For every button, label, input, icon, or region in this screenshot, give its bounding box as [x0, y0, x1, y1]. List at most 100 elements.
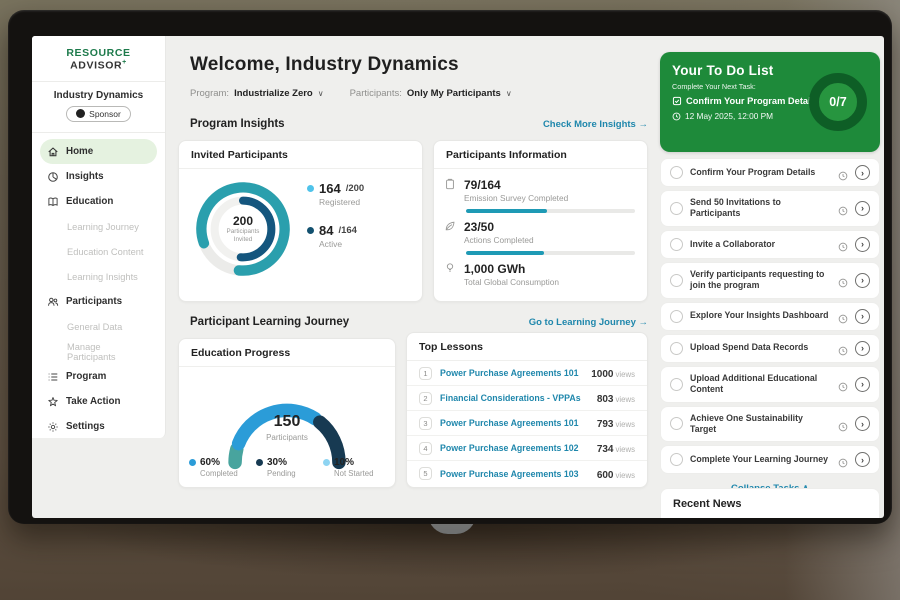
legend-item-pending: 30% Pending: [256, 457, 322, 478]
program-icon: [47, 371, 59, 383]
clock-icon: [838, 275, 848, 288]
sidebar-item-general-data[interactable]: General Data: [40, 314, 157, 339]
chevron-down-icon: ∨: [505, 89, 512, 98]
card-title: Invited Participants: [179, 141, 422, 169]
gauge-center-label: 150 Participants: [266, 413, 308, 442]
invited-participants-donut-chart: 200 Participants Invited: [191, 177, 295, 281]
task-open-button[interactable]: ›: [855, 452, 870, 468]
task-checkbox[interactable]: [670, 201, 683, 215]
task-label: Send 50 Invitations to Participants: [690, 197, 781, 219]
page-title: Welcome, Industry Dynamics: [190, 54, 459, 75]
sidebar-item-label: Learning Journey: [67, 221, 139, 232]
sidebar-item-label: General Data: [67, 321, 123, 332]
legend-item-active: 84/164 Active: [307, 223, 364, 249]
monitor-bezel: RESOURCE ADVISOR+ Industry Dynamics Spon…: [8, 10, 892, 524]
todo-title: Your To Do List: [672, 63, 774, 78]
brand-plus: +: [122, 59, 127, 66]
lesson-row: 1 Power Purchase Agreements 101 1000 view…: [407, 361, 647, 386]
sidebar-item-label: Education: [66, 196, 114, 207]
rank-badge: 2: [419, 391, 432, 405]
task-row: Confirm Your Program Details ›: [660, 158, 880, 187]
sidebar-item-education[interactable]: Education: [40, 189, 157, 214]
sidebar-item-take-action[interactable]: Take Action: [40, 389, 157, 414]
participants-information-card: Participants Information 79/164 Emission …: [433, 140, 648, 302]
go-to-learning-journey-link[interactable]: Go to Learning Journey →: [528, 316, 648, 328]
lesson-link[interactable]: Power Purchase Agreements 101: [440, 418, 579, 428]
rank-badge: 5: [419, 467, 432, 480]
clock-icon: [838, 343, 848, 356]
participants-filter-dropdown[interactable]: Participants: Only My Participants ∨: [350, 88, 512, 99]
task-checkbox[interactable]: [670, 341, 683, 355]
sidebar-item-learning-journey[interactable]: Learning Journey: [40, 214, 157, 239]
task-open-button[interactable]: ›: [855, 272, 870, 288]
task-row: Achieve One Sustainability Target ›: [660, 405, 880, 443]
sidebar: RESOURCE ADVISOR+ Industry Dynamics Spon…: [32, 36, 166, 438]
filter-label: Program:: [190, 88, 230, 99]
task-checkbox[interactable]: [670, 309, 683, 323]
lesson-link[interactable]: Financial Considerations - VPPAs: [440, 393, 581, 403]
invited-participants-card: Invited Participants 200 Participants Inv…: [178, 140, 423, 302]
rank-badge: 4: [419, 441, 432, 455]
sidebar-item-learning-insights[interactable]: Learning Insights: [40, 264, 157, 289]
legend-dot: [189, 459, 196, 466]
clock-icon: [838, 455, 848, 468]
task-checkbox[interactable]: [670, 453, 683, 467]
lesson-row: 4 Power Purchase Agreements 102 734 views: [407, 436, 647, 461]
task-label: Upload Spend Data Records: [690, 342, 809, 353]
task-open-button[interactable]: ›: [855, 200, 870, 216]
task-row: Verify participants requesting to join t…: [660, 261, 880, 299]
card-title: Top Lessons: [407, 333, 647, 361]
sidebar-item-participants[interactable]: Participants: [40, 289, 157, 314]
task-open-button[interactable]: ›: [855, 340, 870, 356]
bulb-icon: [444, 262, 456, 274]
task-checkbox[interactable]: [670, 273, 683, 287]
sidebar-item-education-content[interactable]: Education Content: [40, 239, 157, 264]
recent-news-title: Recent News: [673, 498, 742, 510]
sidebar-item-label: Insights: [66, 171, 104, 182]
sidebar-item-home[interactable]: Home: [40, 139, 157, 164]
legend-dot: [307, 185, 314, 192]
legend-dot: [307, 227, 314, 234]
sidebar-item-manage-participants[interactable]: Manage Participants: [40, 339, 157, 364]
task-checkbox[interactable]: [670, 237, 683, 251]
check-more-insights-link[interactable]: Check More Insights →: [542, 118, 648, 130]
chevron-down-icon: ∨: [317, 89, 324, 98]
education-progress-card: Education Progress 150 Participants 60% …: [178, 338, 396, 488]
task-open-button[interactable]: ›: [855, 236, 870, 252]
clock-icon: [838, 419, 848, 432]
lesson-link[interactable]: Power Purchase Agreements 102: [440, 443, 579, 453]
rank-badge: 1: [419, 366, 432, 380]
task-row: Send 50 Invitations to Participants ›: [660, 190, 880, 227]
sidebar-item-insights[interactable]: Insights: [40, 164, 157, 189]
clock-icon: [672, 112, 681, 121]
donut-legend: 164/200 Registered 84/164 Active: [307, 181, 364, 265]
brand-secondary: ADVISOR: [70, 59, 123, 72]
section-title: Program Insights: [190, 118, 285, 130]
task-label: Confirm Your Program Details: [690, 166, 816, 177]
sidebar-item-label: Learning Insights: [67, 271, 138, 282]
lesson-link[interactable]: Power Purchase Agreements 101: [440, 368, 579, 378]
task-checkbox[interactable]: [670, 417, 683, 431]
org-name: Industry Dynamics: [53, 89, 144, 101]
task-row: Upload Additional Educational Content ›: [660, 365, 880, 403]
task-open-button[interactable]: ›: [855, 416, 870, 432]
todo-header-panel: Your To Do List Complete Your Next Task:…: [660, 52, 880, 152]
clock-icon: [838, 239, 848, 252]
program-filter-dropdown[interactable]: Program: Industrialize Zero ∨: [190, 88, 324, 99]
task-open-button[interactable]: ›: [855, 165, 870, 180]
lesson-link[interactable]: Power Purchase Agreements 103: [440, 468, 579, 479]
donut-center-label: 200 Participants Invited: [226, 213, 260, 243]
brand-primary: RESOURCE: [66, 47, 131, 59]
card-title: Education Progress: [179, 339, 395, 367]
survey-icon: [444, 178, 456, 190]
stat-emission-survey: 79/164 Emission Survey Completed: [444, 178, 635, 213]
sponsor-badge[interactable]: Sponsor: [66, 105, 131, 122]
task-open-button[interactable]: ›: [855, 308, 870, 324]
sidebar-item-settings[interactable]: Settings: [40, 414, 157, 439]
task-checkbox[interactable]: [670, 166, 683, 179]
task-open-button[interactable]: ›: [855, 376, 870, 392]
insights-icon: [47, 171, 59, 183]
task-checkbox[interactable]: [670, 377, 683, 391]
section-title: Participant Learning Journey: [190, 316, 350, 328]
sidebar-item-program[interactable]: Program: [40, 364, 157, 389]
